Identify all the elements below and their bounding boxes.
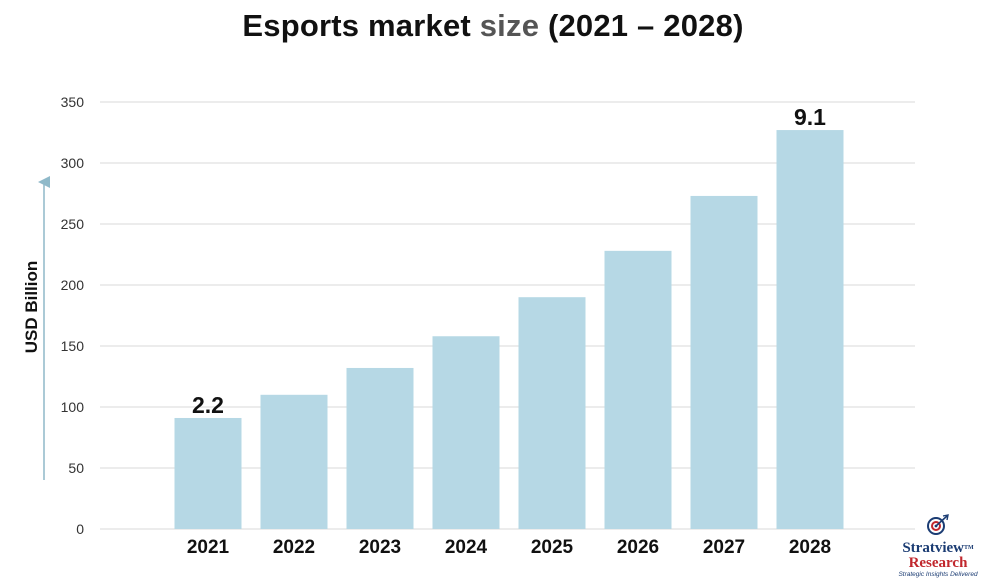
chart-title: Esports market size (2021 – 2028) [242,8,744,43]
bar-2028 [776,130,844,529]
target-arrow-icon [927,514,949,535]
bar-2025 [518,297,586,529]
stratview-logo: StratviewTM Research Strategic Insights … [890,514,986,578]
x-tick-label-2028: 2028 [789,537,831,558]
y-tick-label: 250 [61,216,85,232]
y-tick-label: 200 [61,277,85,293]
x-tick-label-2026: 2026 [617,537,659,558]
data-label-2021: 2.2 [192,392,224,418]
y-axis-label: USD Billion [22,261,41,354]
data-label-2028: 9.1 [794,104,826,130]
x-tick-label-2021: 2021 [187,537,230,558]
y-tick-label: 300 [61,155,85,171]
bar-2021 [174,417,242,529]
y-tick-label: 100 [61,399,85,415]
x-tick-label-2023: 2023 [359,537,401,558]
x-tick-label-2022: 2022 [273,537,315,558]
x-tick-label-2024: 2024 [445,537,488,558]
y-tick-label: 150 [61,338,85,354]
y-tick-label: 0 [76,521,84,537]
bar-2024 [432,336,500,529]
bar-2022 [260,394,328,529]
x-tick-label-2027: 2027 [703,537,745,558]
bar-2026 [604,250,672,529]
bar-2023 [346,367,414,529]
bar-2027 [690,195,758,529]
x-tick-label-2025: 2025 [531,537,574,558]
y-tick-label: 350 [61,94,85,110]
y-tick-label: 50 [68,460,84,476]
